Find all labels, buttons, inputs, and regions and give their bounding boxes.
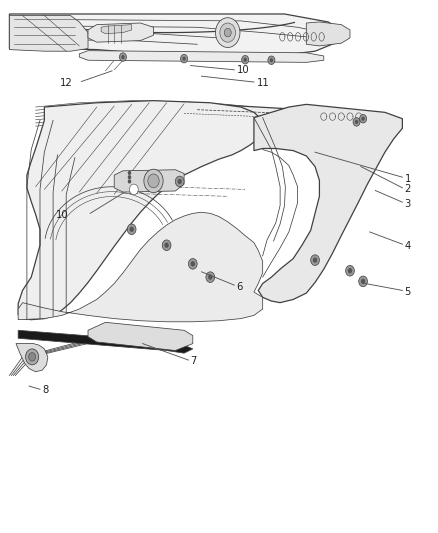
Circle shape xyxy=(215,18,240,47)
Polygon shape xyxy=(79,51,324,62)
Circle shape xyxy=(360,115,367,123)
Text: 11: 11 xyxy=(257,78,269,87)
Circle shape xyxy=(128,175,131,179)
Polygon shape xyxy=(306,22,350,46)
Circle shape xyxy=(361,279,365,284)
Circle shape xyxy=(361,117,365,121)
Circle shape xyxy=(130,227,134,232)
Circle shape xyxy=(177,179,182,184)
Text: 4: 4 xyxy=(405,241,411,251)
Polygon shape xyxy=(18,212,263,322)
Circle shape xyxy=(191,261,195,266)
Circle shape xyxy=(208,274,212,280)
Polygon shape xyxy=(101,25,132,34)
Circle shape xyxy=(224,28,231,37)
Circle shape xyxy=(270,58,273,62)
Polygon shape xyxy=(254,104,403,303)
Text: 10: 10 xyxy=(237,66,249,75)
Circle shape xyxy=(242,55,249,64)
Polygon shape xyxy=(88,23,153,42)
Polygon shape xyxy=(16,344,48,372)
Circle shape xyxy=(164,243,169,248)
Text: 7: 7 xyxy=(191,356,197,366)
Circle shape xyxy=(25,349,39,365)
Polygon shape xyxy=(10,15,88,51)
Circle shape xyxy=(206,272,215,282)
Circle shape xyxy=(188,259,197,269)
Circle shape xyxy=(144,169,163,192)
Circle shape xyxy=(220,23,236,42)
Text: 10: 10 xyxy=(56,210,68,220)
Text: 6: 6 xyxy=(237,282,243,292)
Polygon shape xyxy=(114,169,184,192)
Circle shape xyxy=(182,56,186,61)
Circle shape xyxy=(359,276,367,287)
Circle shape xyxy=(162,240,171,251)
Text: 12: 12 xyxy=(60,78,73,87)
Polygon shape xyxy=(18,330,193,353)
Circle shape xyxy=(353,118,360,126)
Circle shape xyxy=(268,56,275,64)
Circle shape xyxy=(244,58,247,62)
Polygon shape xyxy=(184,103,394,123)
Circle shape xyxy=(128,179,131,183)
Text: 2: 2 xyxy=(405,184,411,195)
Circle shape xyxy=(120,53,127,61)
Circle shape xyxy=(128,171,131,175)
Polygon shape xyxy=(18,101,263,320)
Text: 1: 1 xyxy=(405,174,411,184)
Circle shape xyxy=(127,224,136,235)
Circle shape xyxy=(121,55,125,59)
Circle shape xyxy=(348,268,352,273)
Circle shape xyxy=(130,184,138,195)
Circle shape xyxy=(175,176,184,187)
Polygon shape xyxy=(88,322,193,351)
Circle shape xyxy=(346,265,354,276)
Text: 5: 5 xyxy=(405,287,411,297)
Text: 8: 8 xyxy=(42,385,49,395)
Circle shape xyxy=(28,353,35,361)
Circle shape xyxy=(180,54,187,63)
Polygon shape xyxy=(10,14,341,56)
Circle shape xyxy=(313,257,317,263)
Text: 3: 3 xyxy=(405,199,411,209)
Circle shape xyxy=(311,255,319,265)
Circle shape xyxy=(148,174,159,188)
Circle shape xyxy=(355,120,358,124)
